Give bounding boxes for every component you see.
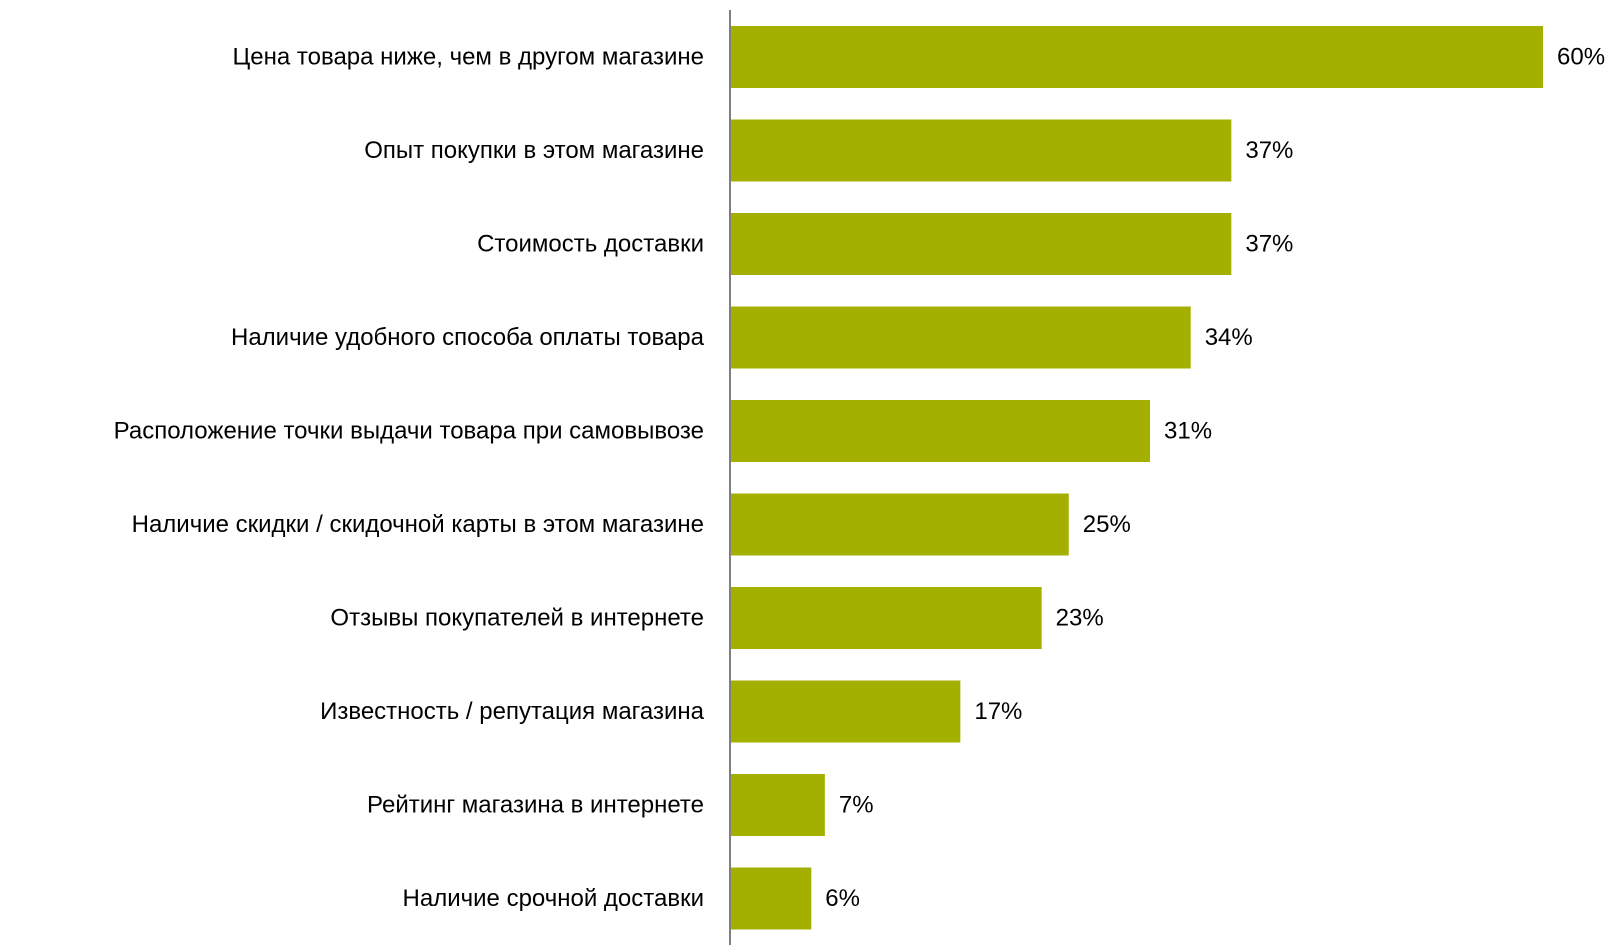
- category-label: Рейтинг магазина в интернете: [367, 792, 704, 819]
- bar: [730, 867, 812, 930]
- bar: [730, 587, 1042, 649]
- bar: [730, 493, 1069, 556]
- bar: [730, 774, 825, 836]
- data-label: 6%: [825, 885, 860, 912]
- category-label: Расположение точки выдачи товара при сам…: [114, 418, 704, 445]
- category-label: Известность / репутация магазина: [320, 698, 705, 725]
- category-label: Наличие срочной доставки: [403, 885, 704, 912]
- data-label: 37%: [1245, 231, 1293, 258]
- data-label: 7%: [839, 792, 874, 819]
- data-label: 31%: [1164, 418, 1212, 445]
- category-label: Наличие удобного способа оплаты товара: [231, 324, 705, 351]
- category-label: Опыт покупки в этом магазине: [364, 137, 704, 164]
- category-label: Отзывы покупателей в интернете: [330, 605, 704, 632]
- category-label: Стоимость доставки: [477, 231, 704, 258]
- bar: [730, 26, 1543, 88]
- data-label: 23%: [1056, 605, 1104, 632]
- data-label: 60%: [1557, 44, 1605, 71]
- category-label: Цена товара ниже, чем в другом магазине: [233, 44, 704, 71]
- bar: [730, 400, 1151, 462]
- bar: [730, 306, 1191, 369]
- bar: [730, 680, 961, 743]
- data-label: 37%: [1245, 137, 1293, 164]
- bar: [730, 119, 1232, 182]
- bars-layer: [730, 26, 1543, 930]
- data-label: 17%: [974, 698, 1022, 725]
- data-label: 34%: [1205, 324, 1253, 351]
- data-label: 25%: [1083, 511, 1131, 538]
- category-label: Наличие скидки / скидочной карты в этом …: [132, 511, 704, 538]
- bar: [730, 213, 1232, 275]
- labels-layer: Цена товара ниже, чем в другом магазине 6…: [114, 44, 1605, 913]
